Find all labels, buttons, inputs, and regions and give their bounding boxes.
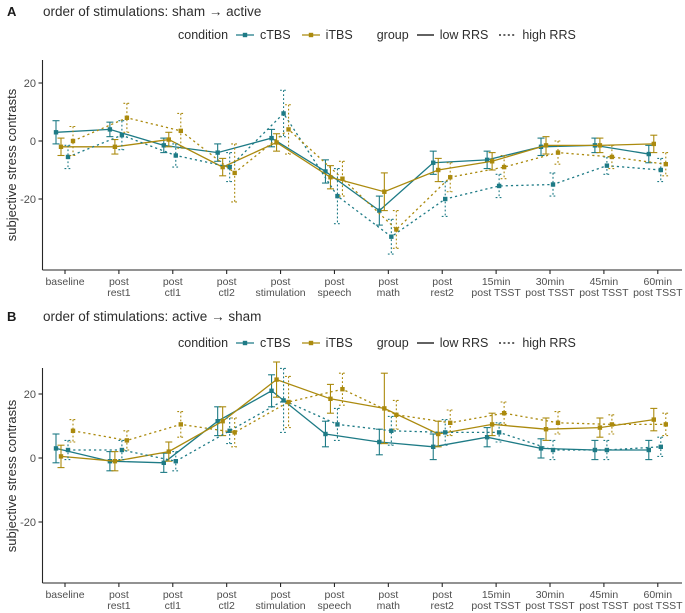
svg-text:30min: 30min bbox=[536, 589, 565, 601]
svg-text:post TSST: post TSST bbox=[471, 287, 521, 299]
panel-a-label: A bbox=[7, 4, 17, 19]
legend-high-rrs-label: high RRS bbox=[522, 28, 576, 42]
legend-item-high-rrs: high RRS bbox=[498, 336, 576, 350]
svg-text:post TSST: post TSST bbox=[525, 600, 575, 612]
legend-item-itbs: iTBS bbox=[301, 336, 353, 350]
svg-text:post: post bbox=[432, 276, 452, 288]
svg-text:20: 20 bbox=[24, 78, 36, 90]
legend-a: condition cTBS iTBS group low RRS high R… bbox=[178, 28, 586, 42]
legend-high-rrs-label: high RRS bbox=[522, 336, 576, 350]
legend-group-title: group bbox=[376, 336, 409, 350]
svg-text:baseline: baseline bbox=[45, 276, 84, 288]
svg-text:math: math bbox=[377, 287, 401, 299]
legend-group-title: group bbox=[376, 28, 409, 42]
svg-text:20: 20 bbox=[24, 389, 36, 401]
svg-text:baseline: baseline bbox=[45, 589, 84, 601]
svg-text:rest2: rest2 bbox=[431, 287, 455, 299]
legend-condition-title: condition bbox=[178, 28, 229, 42]
svg-text:post: post bbox=[217, 276, 237, 288]
panel-a-title: order of stimulations: sham → active bbox=[43, 4, 262, 19]
panel-b-title: order of stimulations: active → sham bbox=[43, 309, 262, 324]
ctbs-key-icon bbox=[236, 340, 255, 346]
ctbs-key-icon bbox=[236, 32, 255, 38]
legend-itbs-label: iTBS bbox=[325, 336, 353, 350]
solid-line-key-icon bbox=[416, 342, 434, 344]
itbs-key-icon bbox=[301, 340, 320, 346]
legend-item-itbs: iTBS bbox=[301, 28, 353, 42]
svg-text:15min: 15min bbox=[482, 276, 511, 288]
svg-text:-20: -20 bbox=[20, 194, 36, 206]
svg-text:post: post bbox=[163, 589, 183, 601]
svg-text:60min: 60min bbox=[643, 276, 672, 288]
svg-text:ctl2: ctl2 bbox=[218, 287, 235, 299]
dotted-line-key-icon bbox=[499, 34, 517, 36]
legend-item-high-rrs: high RRS bbox=[498, 28, 576, 42]
legend-item-low-rrs: low RRS bbox=[416, 336, 489, 350]
legend-condition-title: condition bbox=[178, 336, 229, 350]
itbs-key-icon bbox=[301, 32, 320, 38]
svg-text:post: post bbox=[163, 276, 183, 288]
svg-text:post: post bbox=[432, 589, 452, 601]
svg-text:post TSST: post TSST bbox=[471, 600, 521, 612]
svg-text:45min: 45min bbox=[590, 276, 619, 288]
svg-text:ctl2: ctl2 bbox=[218, 600, 235, 612]
svg-text:speech: speech bbox=[318, 600, 352, 612]
svg-text:ctl1: ctl1 bbox=[165, 600, 182, 612]
svg-text:rest1: rest1 bbox=[107, 600, 131, 612]
svg-text:post TSST: post TSST bbox=[525, 287, 575, 299]
legend-ctbs-label: cTBS bbox=[260, 28, 291, 42]
legend-b: condition cTBS iTBS group low RRS high R… bbox=[178, 336, 586, 350]
svg-text:rest1: rest1 bbox=[107, 287, 131, 299]
svg-text:speech: speech bbox=[318, 287, 352, 299]
svg-text:post: post bbox=[217, 589, 237, 601]
panel-b-label: B bbox=[7, 309, 17, 324]
legend-itbs-label: iTBS bbox=[325, 28, 353, 42]
svg-text:post TSST: post TSST bbox=[579, 287, 629, 299]
svg-text:post: post bbox=[325, 276, 345, 288]
svg-text:post: post bbox=[325, 589, 345, 601]
legend-item-low-rrs: low RRS bbox=[416, 28, 489, 42]
svg-text:ctl1: ctl1 bbox=[165, 287, 182, 299]
legend-low-rrs-label: low RRS bbox=[439, 28, 489, 42]
solid-line-key-icon bbox=[416, 34, 434, 36]
svg-text:post: post bbox=[109, 276, 129, 288]
legend-item-ctbs: cTBS bbox=[235, 336, 291, 350]
legend-low-rrs-label: low RRS bbox=[439, 336, 489, 350]
panel-a: A order of stimulations: sham → active c… bbox=[0, 0, 685, 305]
svg-text:stimulation: stimulation bbox=[255, 287, 305, 299]
svg-text:post: post bbox=[378, 276, 398, 288]
svg-text:post: post bbox=[271, 276, 291, 288]
svg-text:post: post bbox=[271, 589, 291, 601]
svg-text:stimulation: stimulation bbox=[255, 600, 305, 612]
legend-item-ctbs: cTBS bbox=[235, 28, 291, 42]
svg-text:rest2: rest2 bbox=[431, 600, 455, 612]
svg-text:post TSST: post TSST bbox=[633, 600, 683, 612]
svg-text:post TSST: post TSST bbox=[633, 287, 683, 299]
svg-text:post TSST: post TSST bbox=[579, 600, 629, 612]
dotted-line-key-icon bbox=[499, 342, 517, 344]
svg-text:-20: -20 bbox=[20, 517, 36, 529]
svg-text:math: math bbox=[377, 600, 401, 612]
svg-text:15min: 15min bbox=[482, 589, 511, 601]
legend-ctbs-label: cTBS bbox=[260, 336, 291, 350]
svg-text:45min: 45min bbox=[590, 589, 619, 601]
svg-text:30min: 30min bbox=[536, 276, 565, 288]
svg-text:post: post bbox=[378, 589, 398, 601]
svg-text:post: post bbox=[109, 589, 129, 601]
svg-text:0: 0 bbox=[30, 453, 36, 465]
panel-b: B order of stimulations: active → sham c… bbox=[0, 305, 685, 613]
svg-text:0: 0 bbox=[30, 136, 36, 148]
svg-text:60min: 60min bbox=[643, 589, 672, 601]
